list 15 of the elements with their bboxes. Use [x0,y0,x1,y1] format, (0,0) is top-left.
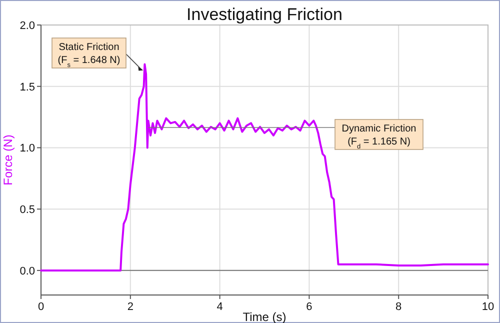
y-tick-label: 0.0 [20,265,35,278]
y-tick-label: 0.5 [20,204,35,216]
annotation: Dynamic Friction (F$_{d}$ = 1.165 N) [342,123,416,150]
x-tick-label: 2 [127,301,134,313]
x-tick-label: 10 [482,301,494,313]
y-axis-title: Force (N) [1,134,15,186]
x-tick-label: 0 [38,301,44,313]
x-tick-label: 6 [306,301,312,313]
chart-title: Investigating Friction [186,5,342,24]
y-tick-label: 1.5 [20,81,35,94]
y-tick-label: 1.0 [20,142,35,155]
x-tick-label: 8 [396,301,402,313]
annotation: Static Friction (F$_{s}$ = 1.648 N) [58,42,120,68]
x-tick-label: 4 [216,301,223,313]
y-tick-label: 2.0 [20,20,35,32]
